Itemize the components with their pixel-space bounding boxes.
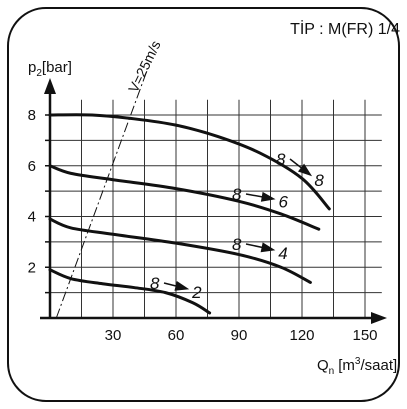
series-label-1: 88 xyxy=(276,150,324,190)
series-curve-2 xyxy=(48,164,321,231)
x-axis-label-main: Q xyxy=(317,357,329,374)
series-curve-1 xyxy=(48,113,331,211)
y-tick-label: 4 xyxy=(28,209,36,226)
y-axis-label-sub: 2 xyxy=(36,68,42,79)
y-tick-label: 2 xyxy=(28,259,36,276)
velocity-label: V=25m/s xyxy=(125,38,164,95)
x-axis-label-sub: n xyxy=(329,366,335,377)
x-tick-label: 150 xyxy=(352,327,377,344)
arrow-head xyxy=(174,281,190,291)
series-curve-4 xyxy=(48,268,212,315)
chart-frame xyxy=(7,7,400,402)
y-axis-label-unit: [bar] xyxy=(42,59,72,76)
series-label-left: 8 xyxy=(232,185,242,204)
y-axis-label-main: p xyxy=(28,59,36,76)
y-axis-label: p2[bar] xyxy=(28,59,72,79)
tick-labels: 30 60 90 120 150 2 4 6 8 xyxy=(28,107,378,344)
series-label-arrow xyxy=(245,191,276,202)
chart-title: TİP : M(FR) 1/4 xyxy=(290,19,400,38)
series-label-right: 4 xyxy=(278,244,287,263)
series-label-left: 8 xyxy=(232,235,242,254)
x-axis-label-unit-pre: [m xyxy=(338,357,355,374)
y-tick-label: 6 xyxy=(28,158,36,175)
y-axis-arrow xyxy=(44,78,56,94)
x-tick-label: 120 xyxy=(289,327,314,344)
arrow-head xyxy=(260,191,276,202)
x-axis-label-sup: 3 xyxy=(355,356,361,367)
y-tick-label: 8 xyxy=(28,107,36,124)
x-axis-label-unit-post: /saat] xyxy=(360,357,397,374)
series-labels: 888 68 48 2 xyxy=(150,150,324,302)
axes xyxy=(40,78,387,324)
series-label-right: 8 xyxy=(314,171,324,190)
velocity-line-path xyxy=(55,71,148,319)
arrow-head xyxy=(260,242,276,253)
x-tick-label: 60 xyxy=(168,327,185,344)
series-label-right: 6 xyxy=(278,193,288,212)
x-tick-label: 90 xyxy=(231,327,248,344)
series-label-arrow xyxy=(289,158,313,177)
series-label-arrow xyxy=(245,242,276,253)
grid xyxy=(50,99,382,318)
arrow-head xyxy=(297,163,313,177)
series-label-left: 8 xyxy=(150,274,160,293)
series-curves xyxy=(48,113,331,315)
x-axis-arrow xyxy=(371,312,387,324)
x-tick-label: 30 xyxy=(105,327,122,344)
series-label-arrow xyxy=(163,281,190,291)
series-label-right: 2 xyxy=(191,283,202,302)
series-label-left: 8 xyxy=(276,150,286,169)
series-curve-3 xyxy=(48,217,312,284)
x-axis-label: Qn [m3/saat] xyxy=(317,356,397,377)
